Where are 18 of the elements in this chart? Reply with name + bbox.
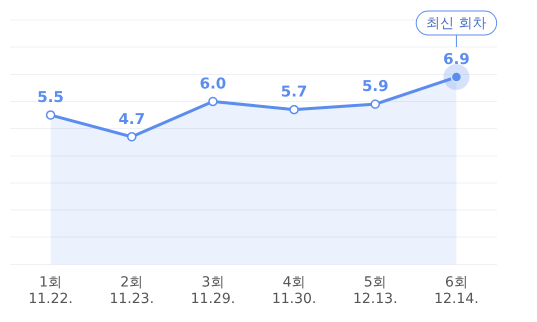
x-tick-label: 1회 11.22.	[28, 274, 73, 308]
x-tick-label: 2회 11.23.	[109, 274, 154, 308]
x-tick-label: 4회 11.30.	[272, 274, 316, 308]
point	[289, 104, 299, 114]
point	[46, 110, 56, 120]
point	[127, 132, 136, 142]
x-tick-label: 3회 11.29.	[190, 274, 236, 308]
text: 최신 회차	[426, 16, 487, 32]
data-label: 4.7	[118, 110, 146, 128]
x-tick-label: 6회 12.14.	[434, 274, 479, 308]
data-label: 5.7	[280, 82, 308, 101]
data-label: 5.9	[362, 77, 389, 96]
data-label: 6.9	[443, 50, 470, 68]
point	[370, 99, 380, 109]
data-label: 5.5	[37, 88, 64, 106]
data-label: 6.0	[200, 74, 226, 92]
point	[208, 96, 218, 106]
x-tick-label: 5회 12.13.	[352, 274, 398, 308]
